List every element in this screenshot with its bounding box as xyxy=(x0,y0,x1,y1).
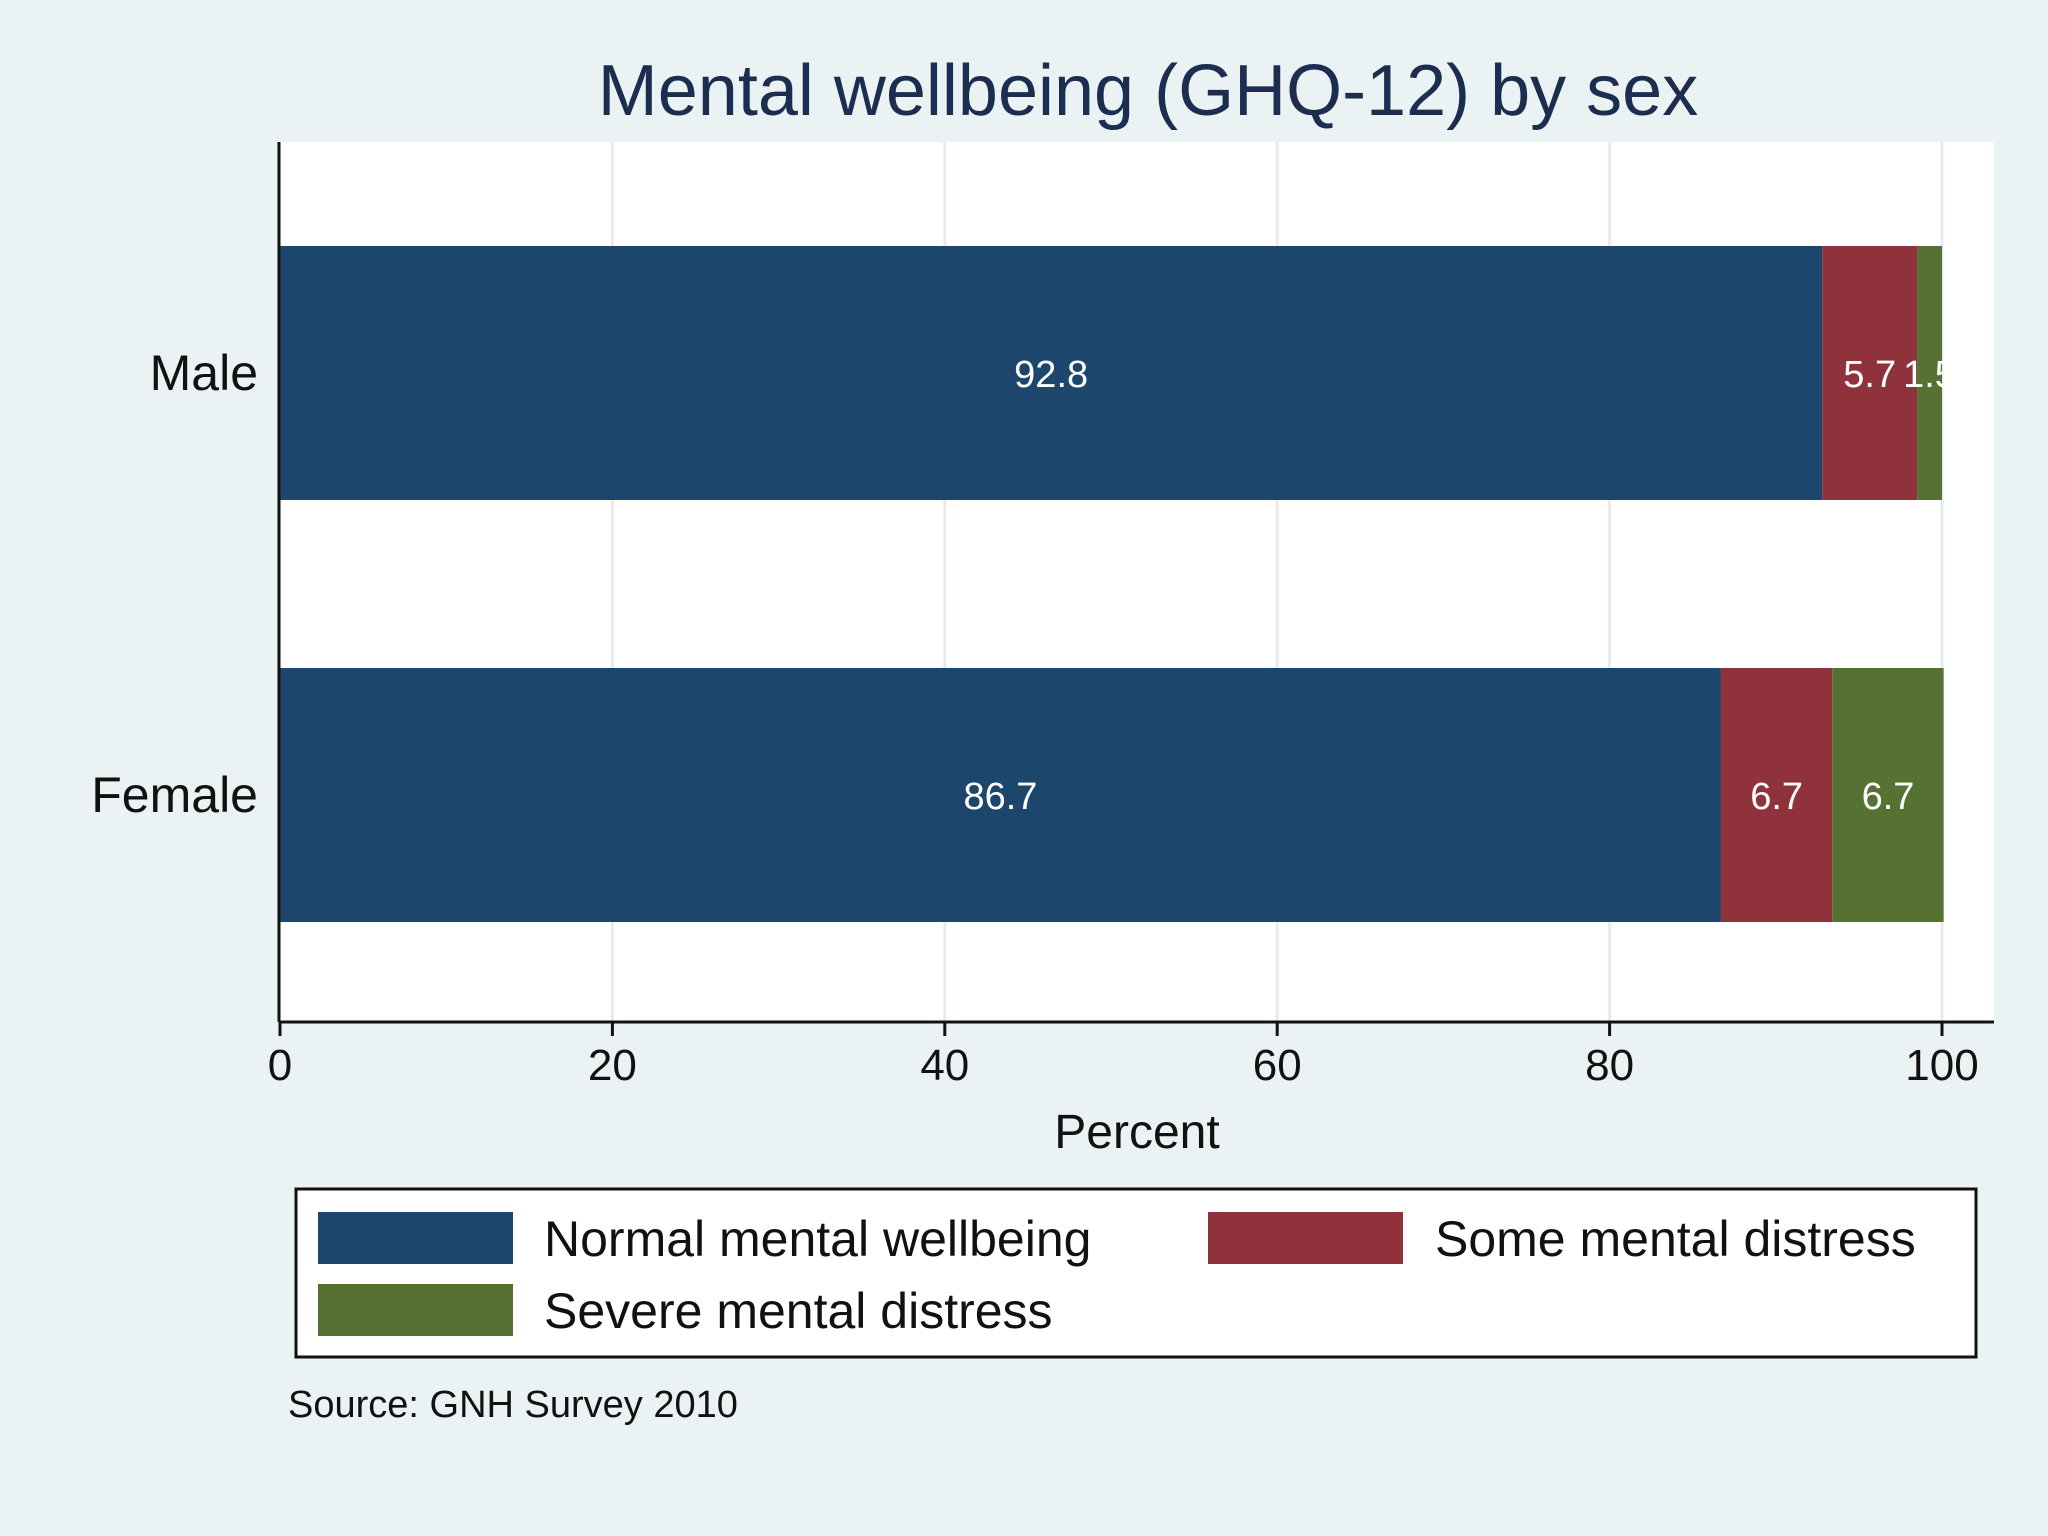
bar-male-some-mental-distress xyxy=(1822,246,1918,500)
legend-swatch-severe-mental-distress xyxy=(318,1284,513,1336)
legend-label: Severe mental distress xyxy=(544,1283,1053,1339)
category-label-female: Female xyxy=(91,767,258,823)
legend-label: Normal mental wellbeing xyxy=(544,1211,1091,1267)
legend: Normal mental wellbeing Some mental distr… xyxy=(318,1211,1916,1339)
data-label: 6.7 xyxy=(1750,776,1803,818)
data-label: 1.5 xyxy=(1903,354,1956,396)
category-label-male: Male xyxy=(150,345,258,401)
x-tick-label: 100 xyxy=(1905,1041,1978,1090)
bar-female-normal-mental-wellbeing xyxy=(280,668,1721,922)
data-label: 86.7 xyxy=(963,776,1037,818)
bars: 92.8 5.7 1.5 86.7 6.7 6.7 xyxy=(280,246,1956,922)
bar-female-severe-mental-distress xyxy=(1832,668,1944,922)
x-tick-label: 0 xyxy=(268,1041,292,1090)
x-axis-label: Percent xyxy=(1054,1106,1219,1159)
data-label: 5.7 xyxy=(1843,354,1896,396)
source-note: Source: GNH Survey 2010 xyxy=(288,1384,738,1426)
legend-swatch-some-mental-distress xyxy=(1208,1212,1403,1264)
data-label: 92.8 xyxy=(1014,354,1088,396)
chart-title: Mental wellbeing (GHQ-12) by sex xyxy=(598,51,1698,131)
legend-swatch-normal-mental-wellbeing xyxy=(318,1212,513,1264)
legend-box xyxy=(294,1187,1978,1359)
bar-female-some-mental-distress xyxy=(1720,668,1833,922)
legend-label: Some mental distress xyxy=(1435,1211,1916,1267)
x-tick-label: 80 xyxy=(1585,1041,1634,1090)
x-axis-ticks: 0 20 40 60 80 100 xyxy=(268,1022,1979,1090)
x-tick-label: 20 xyxy=(588,1041,637,1090)
bar-male-normal-mental-wellbeing xyxy=(280,246,1823,500)
bar-male-severe-mental-distress xyxy=(1917,246,1942,500)
data-label: 6.7 xyxy=(1862,776,1915,818)
x-tick-label: 40 xyxy=(920,1041,969,1090)
y-axis-categories: Male Female xyxy=(91,345,258,823)
x-tick-label: 60 xyxy=(1253,1041,1302,1090)
